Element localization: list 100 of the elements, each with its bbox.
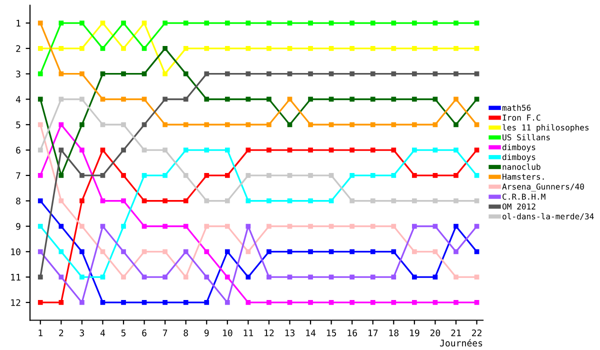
point: [100, 46, 106, 51]
point: [100, 122, 106, 128]
point: [80, 20, 84, 26]
point: [246, 249, 251, 254]
x-tick-label: 14: [306, 330, 316, 336]
point: [432, 122, 438, 128]
point: [308, 148, 313, 152]
point: [204, 249, 210, 254]
point: [474, 148, 480, 152]
x-tick-label: 10: [223, 329, 232, 336]
point: [266, 249, 272, 254]
point: [328, 96, 334, 102]
y-tick-label: 8: [16, 198, 20, 204]
point: [121, 148, 126, 152]
point: [58, 122, 64, 128]
point: [308, 46, 313, 51]
x-tick-label: 18: [389, 329, 399, 336]
point: [454, 198, 458, 204]
point: [183, 96, 188, 102]
y-tick-label: 1: [16, 20, 20, 26]
point: [370, 148, 376, 152]
point: [391, 300, 396, 305]
point: [412, 20, 417, 26]
point: [183, 173, 188, 178]
point: [432, 46, 438, 51]
point: [266, 122, 272, 128]
point: [328, 249, 334, 254]
point: [266, 46, 272, 51]
point: [224, 198, 230, 204]
point: [308, 20, 313, 26]
point: [204, 148, 210, 152]
point: [204, 20, 210, 26]
point: [370, 300, 376, 305]
point: [224, 224, 230, 229]
point: [246, 300, 251, 305]
point: [370, 224, 376, 229]
point: [80, 148, 84, 152]
point: [370, 198, 376, 204]
point: [204, 274, 210, 280]
point: [412, 71, 417, 76]
point: [474, 96, 480, 102]
point: [246, 173, 251, 178]
point: [266, 148, 272, 152]
point: [474, 173, 480, 178]
point: [370, 20, 376, 26]
point: [224, 274, 230, 280]
point: [350, 148, 355, 152]
point: [432, 198, 438, 204]
point: [391, 46, 396, 51]
point: [266, 274, 272, 280]
point: [142, 249, 147, 254]
point: [370, 249, 376, 254]
point: [183, 20, 188, 26]
point: [246, 71, 251, 76]
point: [454, 274, 458, 280]
point: [80, 122, 84, 128]
point: [391, 20, 396, 26]
legend-label: US Sillans: [502, 134, 550, 140]
x-tick-label: 1: [38, 330, 42, 336]
point: [454, 96, 458, 102]
x-tick-label: 4: [100, 330, 106, 336]
point: [224, 46, 230, 51]
point: [100, 224, 106, 229]
point: [80, 46, 84, 51]
point: [80, 96, 84, 102]
x-tick-label: 8: [184, 329, 188, 336]
point: [58, 96, 64, 102]
point: [350, 224, 355, 229]
point: [100, 198, 106, 204]
point: [162, 122, 168, 128]
point: [266, 224, 272, 229]
point: [58, 300, 64, 305]
point: [183, 198, 188, 204]
point: [58, 249, 64, 254]
point: [412, 224, 417, 229]
point: [350, 249, 355, 254]
point: [246, 224, 251, 229]
point: [162, 20, 168, 26]
point: [350, 300, 355, 305]
point: [162, 300, 168, 305]
point: [121, 300, 126, 305]
point: [287, 46, 292, 51]
point: [454, 249, 458, 254]
legend-label: Arsena_Gunners/40: [502, 184, 584, 192]
point: [80, 71, 84, 76]
point: [350, 20, 355, 26]
point: [38, 122, 43, 128]
point: [204, 300, 210, 305]
point: [80, 224, 84, 229]
point: [183, 148, 188, 152]
point: [474, 71, 480, 76]
point: [350, 46, 355, 51]
point: [162, 198, 168, 204]
point: [308, 96, 313, 102]
point: [38, 46, 43, 51]
point: [370, 46, 376, 51]
y-tick-label: 7: [16, 172, 20, 179]
point: [308, 274, 313, 280]
x-tick-label: 17: [368, 330, 378, 336]
point: [391, 71, 396, 76]
